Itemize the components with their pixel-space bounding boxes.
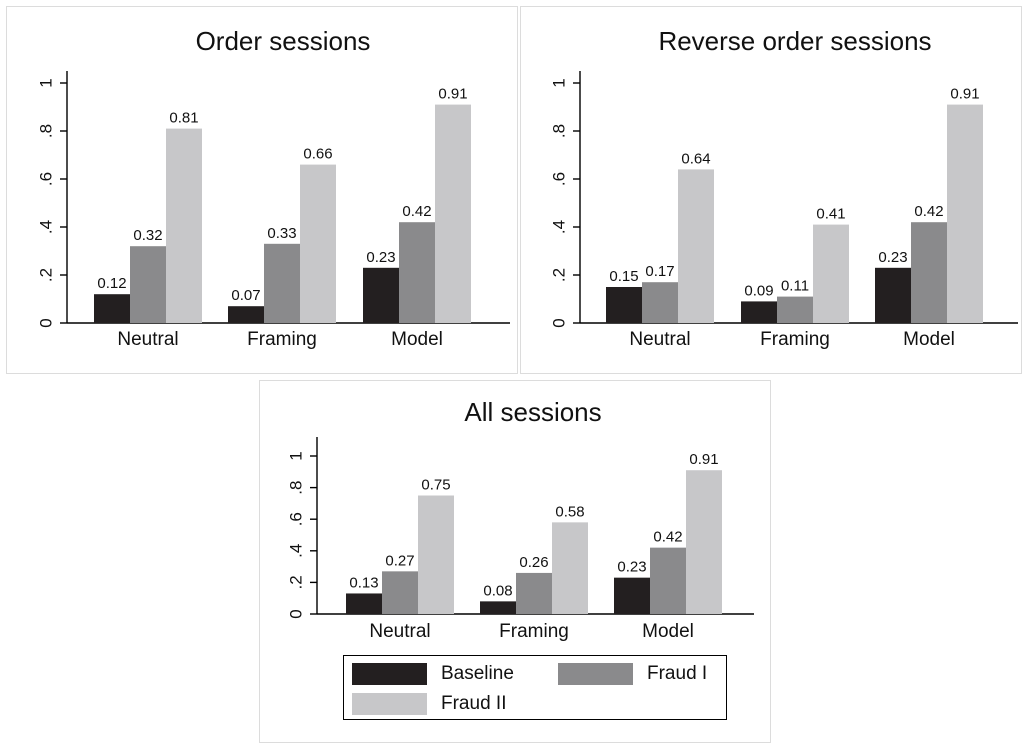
- reverse-order-sessions-y-tick-label: .4: [549, 220, 568, 234]
- all-sessions-bar-fraud-ii-neutral: [418, 495, 454, 614]
- legend-swatch-fraud-1: [558, 663, 633, 685]
- order-sessions-data-label-baseline-model: 0.23: [366, 249, 395, 266]
- chart-legend: Baseline Fraud I Fraud II: [343, 655, 727, 720]
- all-sessions-data-label-baseline-framing: 0.08: [483, 582, 512, 599]
- order-sessions-y-tick-label: 1: [36, 78, 55, 87]
- all-sessions-bar-fraud-i-model: [650, 547, 686, 614]
- all-sessions-bar-baseline-framing: [480, 601, 516, 614]
- legend-swatch-fraud-2: [352, 693, 427, 715]
- order-sessions-data-label-fraud-ii-neutral: 0.81: [169, 110, 198, 127]
- reverse-order-sessions-data-label-fraud-ii-neutral: 0.64: [681, 150, 710, 167]
- reverse-order-sessions-bar-fraud-ii-neutral: [678, 169, 714, 323]
- order-sessions-data-label-baseline-neutral: 0.12: [97, 275, 126, 292]
- reverse-order-sessions-title: Reverse order sessions: [658, 26, 931, 56]
- order-sessions-bar-baseline-model: [363, 267, 399, 323]
- all-sessions-y-tick-label: 0: [286, 609, 305, 618]
- all-sessions-bar-baseline-model: [614, 577, 650, 614]
- reverse-order-sessions-data-label-fraud-i-neutral: 0.17: [645, 263, 674, 280]
- reverse-order-sessions-y-tick-label: 1: [549, 78, 568, 87]
- order-sessions-y-tick-label: .8: [36, 124, 55, 138]
- all-sessions-data-label-fraud-ii-framing: 0.58: [555, 503, 584, 520]
- legend-item-baseline: Baseline: [352, 663, 514, 685]
- legend-label-fraud-2: Fraud II: [441, 693, 507, 714]
- order-sessions-data-label-fraud-i-neutral: 0.32: [133, 227, 162, 244]
- all-sessions-bar-fraud-i-framing: [516, 572, 552, 614]
- reverse-order-sessions-bar-baseline-framing: [741, 301, 777, 323]
- all-sessions-data-label-fraud-i-model: 0.42: [653, 529, 682, 546]
- order-sessions-y-tick-label: 0: [36, 318, 55, 327]
- reverse-order-sessions-data-label-fraud-i-framing: 0.11: [781, 278, 809, 295]
- all-sessions-data-label-fraud-ii-neutral: 0.75: [421, 477, 450, 494]
- all-sessions-bar-fraud-i-neutral: [382, 571, 418, 614]
- reverse-order-sessions-category-label-framing: Framing: [760, 329, 830, 350]
- reverse-order-sessions-bar-fraud-ii-model: [947, 104, 983, 323]
- legend-label-baseline: Baseline: [441, 663, 514, 684]
- order-sessions-title: Order sessions: [196, 26, 371, 56]
- all-sessions-title: All sessions: [464, 397, 601, 427]
- all-sessions-category-label-framing: Framing: [499, 621, 569, 642]
- reverse-order-sessions-bar-fraud-i-neutral: [642, 282, 678, 323]
- reverse-order-sessions-y-tick-label: 0: [549, 318, 568, 327]
- all-sessions-y-tick-label: .2: [286, 575, 305, 589]
- order-sessions-bar-baseline-neutral: [94, 294, 130, 323]
- order-sessions-category-label-framing: Framing: [247, 329, 317, 350]
- all-sessions-data-label-fraud-ii-model: 0.91: [689, 451, 718, 468]
- reverse-order-sessions-data-label-baseline-framing: 0.09: [744, 282, 773, 299]
- legend-swatch-baseline: [352, 663, 427, 685]
- order-sessions-category-label-neutral: Neutral: [117, 329, 178, 350]
- reverse-order-sessions-data-label-baseline-model: 0.23: [878, 249, 907, 266]
- order-sessions-bar-fraud-ii-neutral: [166, 128, 202, 323]
- order-sessions-data-label-fraud-i-model: 0.42: [402, 203, 431, 220]
- reverse-order-sessions-data-label-baseline-neutral: 0.15: [609, 268, 638, 285]
- reverse-order-sessions-bar-fraud-ii-framing: [813, 224, 849, 323]
- reverse-order-sessions-y-tick-label: .2: [549, 268, 568, 282]
- order-sessions-data-label-fraud-ii-framing: 0.66: [303, 146, 332, 163]
- all-sessions-y-tick-label: .4: [286, 544, 305, 558]
- all-sessions-bar-fraud-ii-model: [686, 470, 722, 614]
- reverse-order-sessions-bar-baseline-model: [875, 267, 911, 323]
- reverse-order-sessions-y-tick-label: .6: [549, 172, 568, 186]
- all-sessions-y-tick-label: .6: [286, 512, 305, 526]
- all-sessions-data-label-baseline-model: 0.23: [617, 559, 646, 576]
- reverse-order-sessions-y-tick-label: .8: [549, 124, 568, 138]
- all-sessions-data-label-fraud-i-neutral: 0.27: [385, 552, 414, 569]
- all-sessions-y-tick-label: .8: [286, 481, 305, 495]
- legend-item-fraud-1: Fraud I: [558, 663, 707, 685]
- order-sessions-bar-baseline-framing: [228, 306, 264, 323]
- all-sessions-category-label-model: Model: [642, 621, 694, 642]
- order-sessions-y-tick-label: .4: [36, 220, 55, 234]
- order-sessions-y-tick-label: .2: [36, 268, 55, 282]
- order-sessions-bar-fraud-ii-framing: [300, 164, 336, 323]
- all-sessions-bar-fraud-ii-framing: [552, 522, 588, 614]
- order-sessions-data-label-fraud-ii-model: 0.91: [438, 86, 467, 103]
- reverse-order-sessions-bar-baseline-neutral: [606, 287, 642, 323]
- reverse-order-sessions-bar-fraud-i-model: [911, 222, 947, 323]
- order-sessions-data-label-baseline-framing: 0.07: [231, 287, 260, 304]
- all-sessions-data-label-fraud-i-framing: 0.26: [519, 554, 548, 571]
- all-sessions-bar-baseline-neutral: [346, 593, 382, 614]
- legend-label-fraud-1: Fraud I: [647, 663, 708, 684]
- reverse-order-sessions-bar-fraud-i-framing: [777, 296, 813, 323]
- reverse-order-sessions-data-label-fraud-ii-framing: 0.41: [816, 206, 845, 223]
- order-sessions-bar-fraud-i-framing: [264, 243, 300, 323]
- legend-item-fraud-2: Fraud II: [352, 693, 506, 715]
- reverse-order-sessions-category-label-model: Model: [903, 329, 955, 350]
- order-sessions-data-label-fraud-i-framing: 0.33: [267, 225, 296, 242]
- reverse-order-sessions-data-label-fraud-ii-model: 0.91: [950, 86, 979, 103]
- reverse-order-sessions-category-label-neutral: Neutral: [629, 329, 690, 350]
- all-sessions-data-label-baseline-neutral: 0.13: [349, 574, 378, 591]
- order-sessions-category-label-model: Model: [391, 329, 443, 350]
- order-sessions-bar-fraud-i-model: [399, 222, 435, 323]
- order-sessions-bar-fraud-i-neutral: [130, 246, 166, 323]
- all-sessions-y-tick-label: 1: [286, 451, 305, 460]
- all-sessions-category-label-neutral: Neutral: [369, 621, 430, 642]
- order-sessions-y-tick-label: .6: [36, 172, 55, 186]
- reverse-order-sessions-data-label-fraud-i-model: 0.42: [914, 203, 943, 220]
- order-sessions-bar-fraud-ii-model: [435, 104, 471, 323]
